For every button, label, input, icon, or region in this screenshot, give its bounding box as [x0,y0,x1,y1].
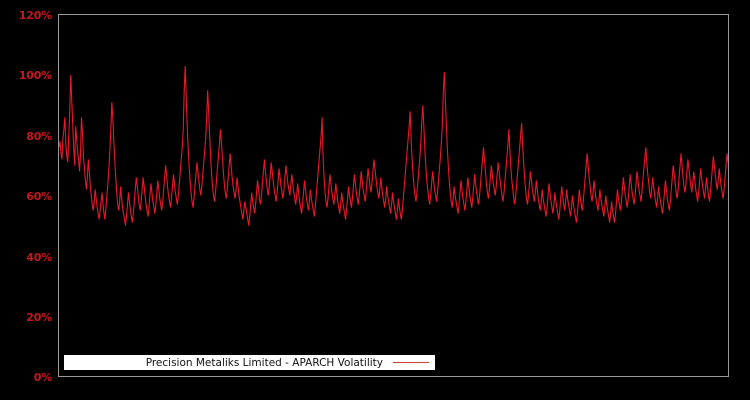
ytick-label-0: 0% [33,371,52,384]
ytick-label-100: 100% [18,69,52,82]
ytick-label-40: 40% [26,251,52,264]
ytick-label-80: 80% [26,130,52,143]
legend-label: Precision Metaliks Limited - APARCH Vola… [145,356,383,369]
plot-area [58,14,729,377]
chart-legend: Precision Metaliks Limited - APARCH Vola… [64,355,435,370]
ytick-label-20: 20% [26,311,52,324]
ytick-label-60: 60% [26,190,52,203]
legend-line-sample [393,362,429,363]
ytick-label-120: 120% [18,9,52,22]
series-line [59,66,728,226]
volatility-series [59,66,728,226]
